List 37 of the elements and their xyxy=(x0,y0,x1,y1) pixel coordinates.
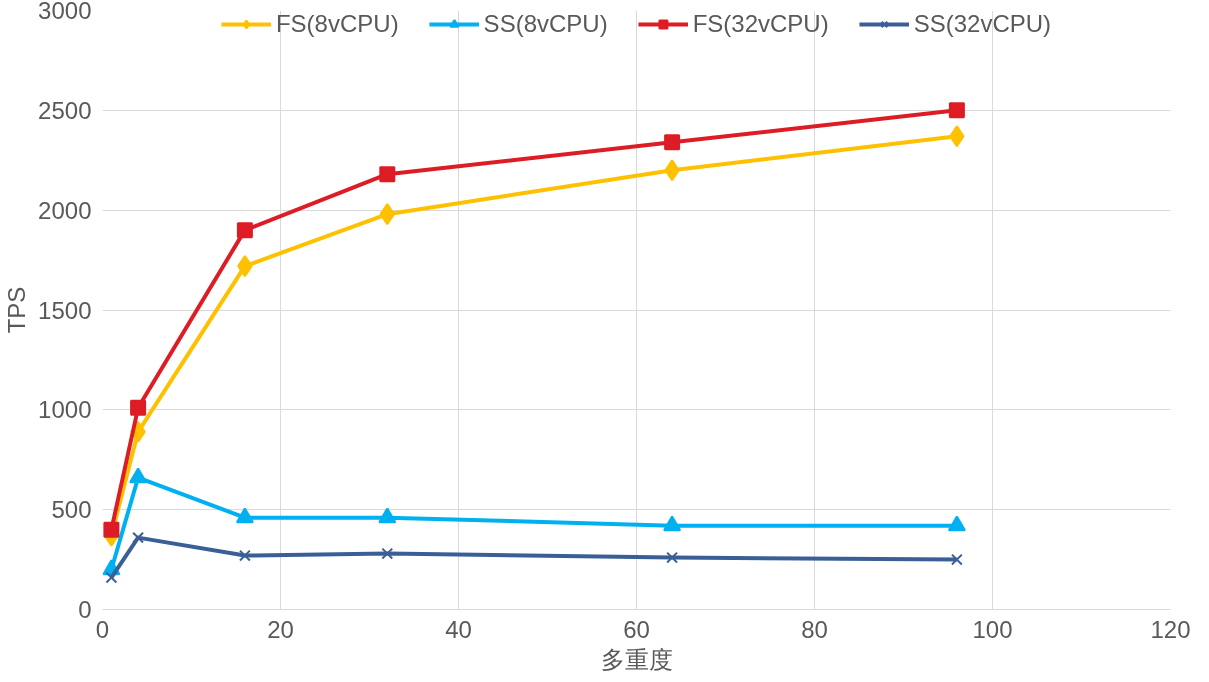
y-tick-label: 0 xyxy=(78,596,92,623)
x-tick-label: 20 xyxy=(267,615,294,643)
point xyxy=(664,134,681,151)
y-tick-label: 500 xyxy=(51,496,92,524)
x-tick-label: 0 xyxy=(95,615,110,643)
legend-label: FS(32vCPU) xyxy=(692,10,829,38)
point xyxy=(666,551,679,564)
x-tick-label: 80 xyxy=(801,615,828,643)
point xyxy=(238,549,251,562)
point xyxy=(129,467,148,484)
y-axis-title: TPS xyxy=(3,286,31,334)
legend-label: FS(8vCPU) xyxy=(275,10,399,38)
point xyxy=(235,507,254,524)
x-axis-title: 多重度 xyxy=(600,645,673,673)
point xyxy=(947,515,966,532)
point xyxy=(105,571,118,584)
x-tick-label: 40 xyxy=(445,615,472,643)
y-tick-label: 1000 xyxy=(38,396,92,424)
point xyxy=(132,531,145,544)
y-tick-label: 2500 xyxy=(38,96,92,124)
legend-label: SS(8vCPU) xyxy=(483,10,608,38)
point xyxy=(103,521,120,538)
x-tick-label: 100 xyxy=(972,615,1013,643)
point xyxy=(236,222,253,239)
point xyxy=(378,507,397,524)
x-tick-label: 120 xyxy=(1150,615,1191,643)
y-tick-label: 3000 xyxy=(38,0,92,24)
point xyxy=(950,553,963,566)
x-tick-label: 60 xyxy=(623,615,650,643)
point xyxy=(948,102,965,119)
legend-label: SS(32vCPU) xyxy=(913,10,1052,38)
y-tick-label: 2000 xyxy=(38,196,92,224)
y-tick-label: 1500 xyxy=(38,296,92,324)
point xyxy=(130,399,147,416)
point xyxy=(379,166,396,183)
point xyxy=(663,515,682,532)
point xyxy=(381,547,394,560)
